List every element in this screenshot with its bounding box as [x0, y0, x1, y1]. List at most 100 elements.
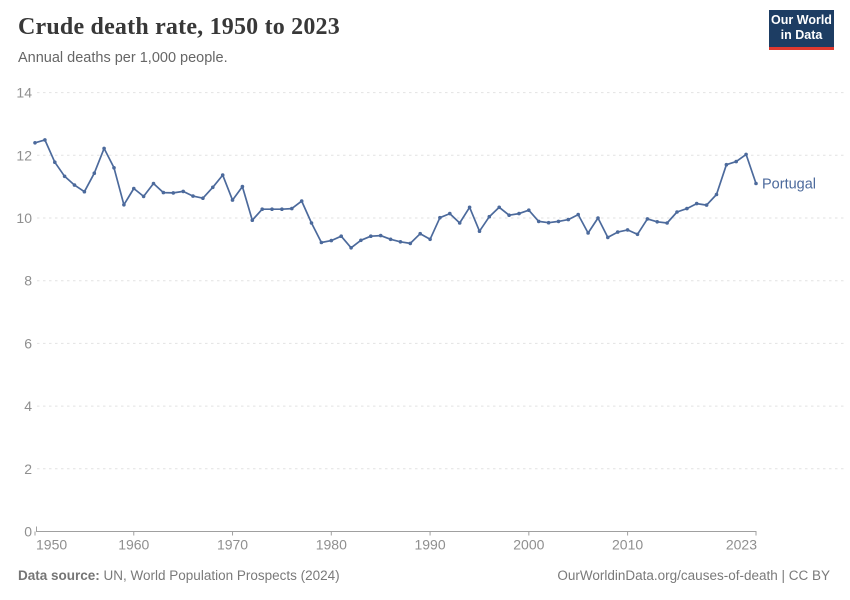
- data-point: [161, 190, 166, 195]
- data-point: [72, 183, 77, 187]
- data-point: [645, 217, 650, 221]
- data-point: [201, 196, 205, 200]
- data-point: [536, 219, 541, 224]
- data-point: [418, 231, 423, 236]
- y-axis-tick-label: 10: [16, 210, 32, 226]
- data-point: [220, 173, 225, 177]
- data-point: [319, 240, 324, 245]
- y-axis-tick-label: 6: [24, 335, 32, 351]
- data-point: [576, 212, 580, 217]
- data-point: [250, 218, 255, 222]
- data-point: [566, 217, 571, 222]
- y-axis-tick-label: 12: [16, 147, 32, 163]
- owid-logo-text-line2: in Data: [780, 28, 823, 42]
- x-axis-tick-label: 1950: [36, 537, 67, 553]
- credit-link[interactable]: OurWorldinData.org/causes-of-death | CC …: [557, 568, 830, 583]
- data-point: [546, 220, 551, 225]
- data-source-label: Data source:: [18, 568, 100, 583]
- data-point: [467, 205, 472, 210]
- data-point: [457, 221, 462, 225]
- data-point: [448, 211, 452, 216]
- data-point: [151, 181, 156, 186]
- data-point: [694, 201, 699, 206]
- data-point: [122, 203, 126, 207]
- data-point: [53, 160, 57, 164]
- data-point: [714, 192, 719, 197]
- data-point: [497, 205, 502, 210]
- x-axis-tick-label: 1970: [217, 537, 248, 553]
- y-axis-tick-label: 2: [24, 461, 32, 477]
- data-point: [309, 221, 314, 225]
- data-point: [132, 186, 136, 191]
- data-point: [596, 216, 600, 220]
- data-line: [34, 139, 757, 249]
- data-point: [704, 203, 709, 207]
- data-point: [685, 206, 689, 211]
- data-point: [665, 221, 669, 225]
- data-point: [556, 219, 561, 224]
- data-point: [477, 229, 482, 233]
- series-label[interactable]: Portugal: [762, 177, 816, 193]
- data-point: [615, 230, 620, 234]
- x-axis-tick-label: 1980: [316, 537, 347, 553]
- data-point: [724, 162, 729, 167]
- data-point: [171, 191, 176, 195]
- data-point: [369, 234, 373, 238]
- data-point: [112, 166, 116, 170]
- data-point: [82, 189, 87, 194]
- data-point: [191, 194, 195, 198]
- x-axis-tick-label: 1990: [414, 537, 445, 553]
- data-point: [62, 174, 67, 179]
- data-point: [378, 233, 383, 238]
- data-point: [260, 207, 265, 211]
- data-point: [92, 171, 97, 175]
- data-point: [230, 198, 235, 202]
- data-point: [290, 206, 294, 211]
- data-point: [359, 238, 363, 243]
- data-point: [754, 181, 758, 186]
- data-point: [329, 238, 334, 243]
- data-point: [240, 184, 245, 189]
- owid-logo[interactable]: Our World in Data: [769, 10, 834, 50]
- x-axis-tick-label: 2000: [513, 537, 544, 553]
- data-point: [339, 234, 344, 238]
- data-point: [270, 207, 274, 211]
- data-source-text: UN, World Population Prospects (2024): [99, 568, 340, 583]
- data-point: [675, 210, 679, 214]
- data-point: [507, 213, 511, 217]
- data-point: [527, 208, 531, 212]
- chart-footer: Data source: UN, World Population Prospe…: [0, 568, 850, 583]
- data-point: [517, 211, 521, 216]
- data-point: [33, 141, 37, 145]
- chart-subtitle: Annual deaths per 1,000 people.: [18, 50, 228, 66]
- y-axis-tick-label: 0: [24, 524, 32, 540]
- data-point: [398, 240, 403, 244]
- data-point: [43, 138, 47, 142]
- data-point: [744, 152, 748, 157]
- data-point: [655, 220, 659, 224]
- data-point: [428, 237, 432, 242]
- data-point: [606, 235, 610, 240]
- data-point: [586, 231, 590, 235]
- owid-logo-text-line1: Our World: [771, 13, 832, 27]
- data-point: [487, 214, 492, 219]
- data-point: [181, 189, 185, 194]
- chart-title: Crude death rate, 1950 to 2023: [18, 14, 340, 40]
- data-point: [388, 237, 393, 242]
- data-point: [625, 228, 630, 232]
- y-axis-tick-label: 8: [24, 273, 32, 289]
- x-axis-tick-label: 2023: [726, 537, 757, 553]
- y-axis-tick-label: 14: [16, 85, 32, 101]
- data-point: [734, 159, 738, 164]
- data-point: [438, 215, 442, 220]
- data-point: [299, 199, 304, 203]
- x-axis-tick-label: 1960: [118, 537, 149, 553]
- data-point: [102, 146, 106, 151]
- data-point: [349, 246, 353, 250]
- data-point: [408, 241, 413, 246]
- data-point: [635, 232, 640, 237]
- y-axis-tick-label: 4: [24, 398, 32, 414]
- data-source: Data source: UN, World Population Prospe…: [18, 568, 340, 583]
